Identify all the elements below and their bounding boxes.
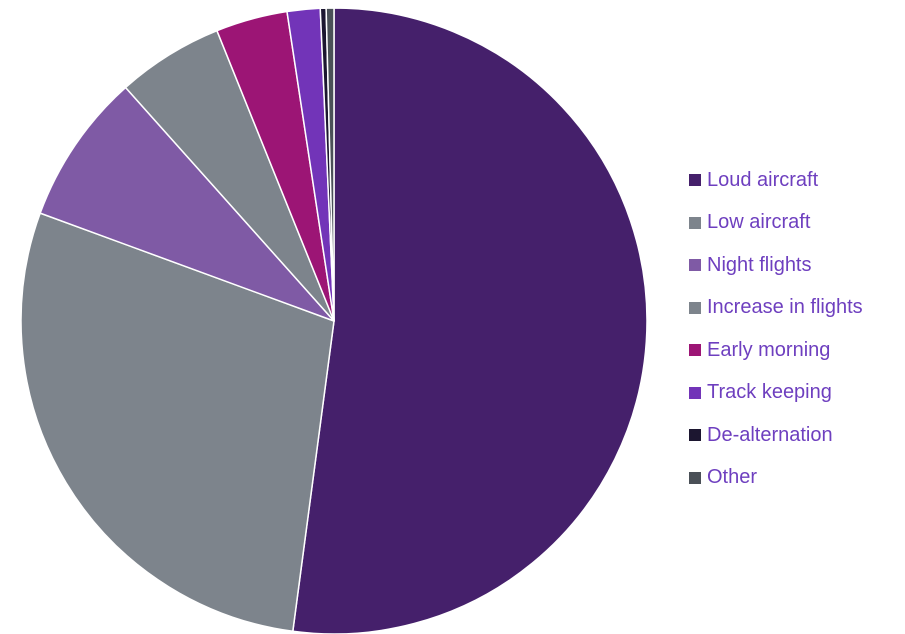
legend-item-increase-in-flights: Increase in flights [689,287,863,330]
legend-swatch [689,386,701,399]
legend-item-loud-aircraft: Loud aircraft [689,159,863,202]
legend-label: Early morning [707,338,831,361]
legend-label: Increase in flights [707,296,863,319]
legend-label: Track keeping [707,381,832,404]
legend-label: Night flights [707,253,812,276]
legend-swatch [689,301,701,314]
legend-swatch [689,259,701,272]
legend-label: Low aircraft [707,211,811,234]
legend-swatch [689,344,701,357]
legend-item-early-morning: Early morning [689,329,863,372]
legend-item-track-keeping: Track keeping [689,372,863,415]
legend-swatch [689,471,701,484]
legend-item-de-alternation: De-alternation [689,414,863,457]
legend-item-low-aircraft: Low aircraft [689,202,863,245]
legend-item-other: Other [689,457,863,500]
pie-slice-night-flights [39,86,335,322]
pie-slice-low-aircraft [20,212,335,633]
pie-slice-other [325,7,335,322]
legend-item-night-flights: Night flights [689,244,863,287]
legend-swatch [689,174,701,187]
legend-label: Other [707,466,758,489]
legend-label: De-alternation [707,423,833,446]
legend: Loud aircraft Low aircraft Night flights In… [689,159,863,499]
legend-label: Loud aircraft [707,168,819,191]
legend-swatch [689,216,701,229]
pie-slice-loud-aircraft [292,7,648,634]
pie-slices [20,7,648,634]
legend-swatch [689,429,701,442]
